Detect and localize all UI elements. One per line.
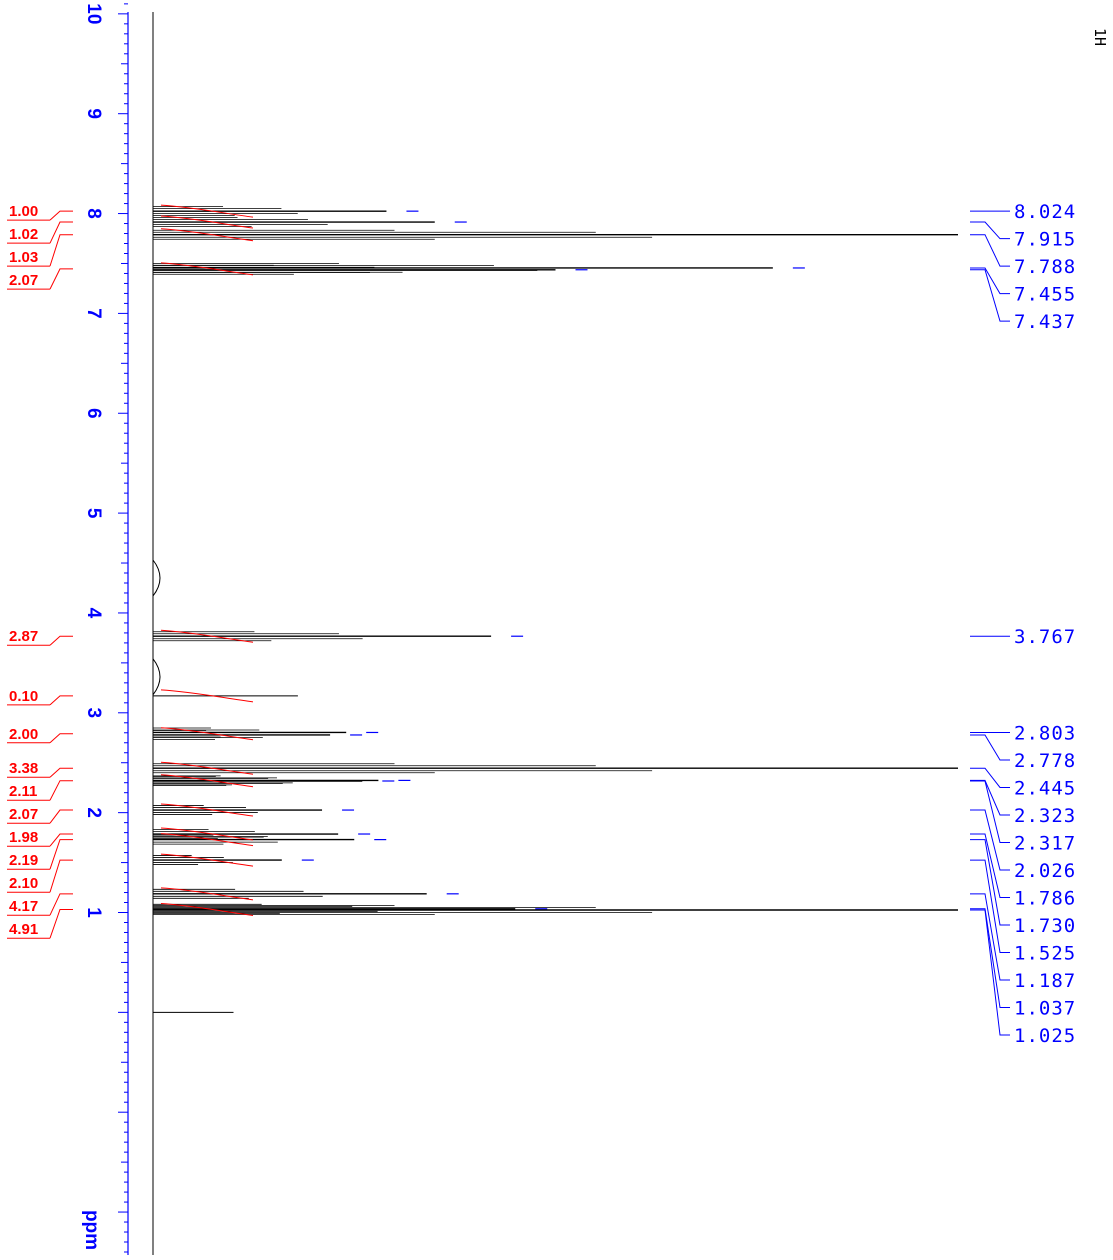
peak-label-leader xyxy=(970,859,1010,953)
axis-tick-label: 3 xyxy=(83,708,104,719)
integral-value: 4.17 xyxy=(9,898,38,915)
integral-value: 2.11 xyxy=(9,783,37,800)
integral-curve xyxy=(160,803,254,817)
peak-label: 1.730 xyxy=(1014,915,1076,937)
axis-tick-label: 8 xyxy=(83,208,104,219)
integral-leader xyxy=(49,210,73,221)
integral-curve xyxy=(160,215,254,229)
integral-curve xyxy=(160,827,254,841)
peak-label-leader xyxy=(970,909,1010,1036)
integral-value: 0.10 xyxy=(9,688,38,705)
integral-leader xyxy=(49,833,73,847)
broad-hump xyxy=(152,658,161,696)
peak-label-leader xyxy=(970,839,1010,926)
integral-value: 2.00 xyxy=(9,726,38,743)
peak-label: 2.323 xyxy=(1014,805,1076,827)
integral-curve xyxy=(160,903,254,917)
peak-label: 2.778 xyxy=(1014,750,1076,772)
peak-label-leader xyxy=(970,234,1010,267)
integral-curve xyxy=(160,629,254,643)
axis-tick-label: 10 xyxy=(83,3,104,24)
peak-label-leader xyxy=(970,269,1010,322)
peak-label: 7.915 xyxy=(1014,229,1076,251)
integral-leader xyxy=(49,635,73,646)
integral-leader xyxy=(49,695,73,706)
peak-label: 1.786 xyxy=(1014,887,1076,909)
peak-label-leader xyxy=(970,734,1010,761)
peak-label: 8.024 xyxy=(1014,201,1076,223)
peak-label-leader xyxy=(970,833,1010,898)
integral-leader xyxy=(49,780,73,801)
peak-label-leader xyxy=(970,893,1010,981)
integral-leader xyxy=(49,893,73,916)
peak-label-leader xyxy=(970,221,1010,240)
integral-labels: 0.971.001.021.032.072.870.102.003.382.11… xyxy=(7,203,73,939)
peak-label: 1.525 xyxy=(1014,942,1076,964)
peak-label: 1.037 xyxy=(1014,997,1076,1019)
integral-value: 2.10 xyxy=(9,875,38,892)
integral-value: 2.07 xyxy=(9,272,38,289)
peak-label: 7.437 xyxy=(1014,311,1076,333)
peak-label: 2.445 xyxy=(1014,777,1076,799)
integral-leader xyxy=(49,268,73,290)
peak-label: 2.026 xyxy=(1014,860,1076,882)
axis-tick-label: 4 xyxy=(83,608,104,619)
integral-curve xyxy=(160,204,254,218)
ppm-axis: 1110987654321ppm xyxy=(81,3,129,1255)
integral-value: 1.00 xyxy=(9,203,38,220)
integral-leader xyxy=(49,809,73,824)
axis-tick-label: 9 xyxy=(83,108,104,119)
integral-value: 1.03 xyxy=(9,249,38,266)
integral-leader xyxy=(49,909,73,939)
peak-label-leader xyxy=(970,267,1010,295)
peak-label-leader xyxy=(970,809,1010,871)
integral-value: 2.07 xyxy=(9,806,38,823)
broad-hump xyxy=(152,559,161,597)
axis-tick-label: 2 xyxy=(83,807,104,818)
integral-curve xyxy=(160,853,254,867)
integral-value: 2.19 xyxy=(9,852,38,869)
axis-tick-label: 5 xyxy=(83,508,104,519)
nucleus-label: 1H xyxy=(1091,28,1109,46)
axis-tick-label: 1 xyxy=(83,907,104,918)
peak-label: 1.187 xyxy=(1014,970,1076,992)
integral-curve xyxy=(160,262,254,276)
integral-curve xyxy=(160,228,254,242)
integral-curve xyxy=(160,887,254,901)
peak-labels: 10.8348.0247.9157.7887.4557.4373.7672.80… xyxy=(970,201,1076,1047)
integral-leader xyxy=(49,839,73,870)
peak-label: 2.317 xyxy=(1014,832,1076,854)
integral-leader xyxy=(49,221,73,244)
integral-value: 2.87 xyxy=(9,628,38,645)
axis-tick-label: 7 xyxy=(83,308,104,319)
integral-curve xyxy=(160,727,254,741)
integral-curve xyxy=(160,689,254,703)
integral-leader xyxy=(49,234,73,267)
integral-curve xyxy=(160,833,254,847)
integral-value: 1.98 xyxy=(9,829,38,846)
peak-label-leader xyxy=(970,767,1010,788)
peak-label-leader xyxy=(970,908,1010,1008)
integral-value: 1.02 xyxy=(9,226,38,243)
axis-tick-label: 6 xyxy=(83,408,104,419)
integral-leader xyxy=(49,733,73,744)
integral-leader xyxy=(49,767,73,778)
spectrum-trace xyxy=(152,12,958,1255)
integral-curve xyxy=(160,761,254,775)
peak-label: 1.025 xyxy=(1014,1025,1076,1047)
axis-title: ppm xyxy=(81,1210,102,1250)
integral-leader xyxy=(49,859,73,893)
peak-label: 3.767 xyxy=(1014,626,1076,648)
integral-value: 4.91 xyxy=(9,921,38,938)
integral-curve xyxy=(160,774,254,788)
peak-label-leader xyxy=(970,780,1010,843)
peak-label: 7.455 xyxy=(1014,284,1076,306)
peak-label: 2.803 xyxy=(1014,722,1076,744)
peak-label-leader xyxy=(970,779,1010,816)
peak-label: 7.788 xyxy=(1014,256,1076,278)
integral-value: 3.38 xyxy=(9,760,38,777)
